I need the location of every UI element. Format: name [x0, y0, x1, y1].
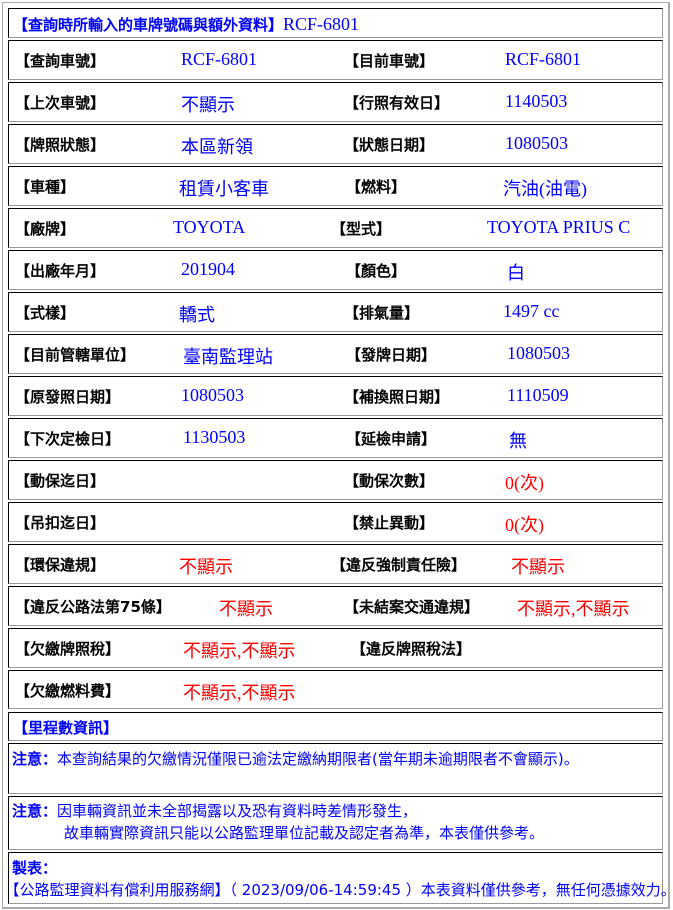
field-value: 轎式: [179, 305, 215, 325]
field-label: 【式樣】: [15, 304, 76, 322]
title-plate: RCF-6801: [283, 14, 360, 34]
info-row: 【出廠年月】 201904 【顏色】 白: [8, 250, 663, 290]
field-label: 【動保迄日】: [15, 472, 106, 490]
field-label: 【動保次數】: [344, 472, 435, 490]
field-value: 白: [507, 263, 525, 283]
field-value: 1497 cc: [503, 301, 560, 321]
field-label: 【欠繳牌照稅】: [15, 640, 121, 658]
field-label: 【顏色】: [346, 262, 407, 280]
field-label: 【排氣量】: [344, 304, 420, 322]
info-row: 【動保迄日】 【動保次數】 0(次): [8, 460, 663, 500]
note-text-line2: 故車輛實際資訊只能以公路監理單位記載及認定者為準，本表僅供參考。: [64, 824, 545, 842]
info-row: 【廠牌】 TOYOTA 【型式】 TOYOTA PRIUS C: [8, 208, 663, 248]
field-label: 【狀態日期】: [344, 136, 435, 154]
field-label: 【欠繳燃料費】: [15, 682, 121, 700]
info-row: 【上次車號】 不顯示 【行照有效日】 1140503: [8, 82, 663, 122]
field-value: 1080503: [181, 385, 244, 405]
field-label: 【出廠年月】: [15, 262, 106, 280]
field-label: 【禁止異動】: [344, 514, 435, 532]
field-label: 【延檢申請】: [346, 430, 437, 448]
field-label: 【原發照日期】: [15, 388, 121, 406]
footer-note: 製表： 【公路監理資料有償利用服務網】（ 2023/09/06-14:59:45 …: [8, 852, 673, 904]
info-row: 【查詢車號】 RCF-6801 【目前車號】 RCF-6801: [8, 40, 663, 80]
field-value: 0(次): [505, 473, 544, 493]
info-row: 【牌照狀態】 本區新領 【狀態日期】 1080503: [8, 124, 663, 164]
footer-text: 【公路監理資料有償利用服務網】（ 2023/09/06-14:59:45 ）本表…: [12, 881, 673, 899]
field-value: 1130503: [183, 427, 246, 447]
field-label: 【未結案交通違規】: [344, 598, 480, 616]
field-value: 1080503: [505, 133, 568, 153]
info-row: 【車種】 租賃小客車 【燃料】 汽油(油電): [8, 166, 663, 206]
footer-label: 製表：: [12, 859, 58, 877]
info-row: 【欠繳燃料費】 不顯示,不顯示: [8, 670, 663, 709]
field-value: RCF-6801: [505, 49, 582, 69]
field-value: 本區新領: [181, 137, 253, 157]
field-value: 汽油(油電): [503, 179, 587, 199]
field-value: RCF-6801: [181, 49, 258, 69]
info-row: 【欠繳牌照稅】 不顯示,不顯示 【違反牌照稅法】: [8, 628, 663, 668]
field-value: 1110509: [507, 385, 569, 405]
field-label: 【廠牌】: [15, 220, 76, 238]
field-value: 租賃小客車: [179, 179, 269, 199]
field-label: 【補換照日期】: [344, 388, 450, 406]
field-value: 臺南監理站: [183, 347, 273, 367]
field-label: 【燃料】: [346, 178, 407, 196]
field-value: 不顯示,不顯示: [183, 641, 296, 661]
field-label: 【下次定檢日】: [15, 430, 121, 448]
note-1: 注意：本查詢結果的欠繳情況僅限已逾法定繳納期限者(當年期未逾期限者不會顯示)。: [8, 743, 663, 794]
field-label: 【發牌日期】: [346, 346, 437, 364]
field-value: 0(次): [505, 515, 544, 535]
field-value: 不顯示,不顯示: [517, 599, 630, 619]
mileage-heading: 【里程數資訊】: [13, 719, 119, 737]
info-row: 【目前管轄單位】 臺南監理站 【發牌日期】 1080503: [8, 334, 663, 374]
info-row: 【下次定檢日】 1130503 【延檢申請】 無: [8, 418, 663, 458]
field-value: 無: [509, 431, 527, 451]
field-label: 【牌照狀態】: [15, 136, 106, 154]
info-row: 【式樣】 轎式 【排氣量】 1497 cc: [8, 292, 663, 332]
note-2: 注意：因車輛資訊並未全部揭露以及恐有資料時差情形發生， 故車輛實際資訊只能以公路…: [8, 796, 663, 850]
field-value: TOYOTA: [173, 217, 246, 237]
field-value: 201904: [181, 259, 235, 279]
field-label: 【行照有效日】: [344, 94, 450, 112]
note-label: 注意：: [12, 802, 58, 820]
info-row: 【原發照日期】 1080503 【補換照日期】 1110509: [8, 376, 663, 416]
note-text: 本查詢結果的欠繳情況僅限已逾法定繳納期限者(當年期未逾期限者不會顯示)。: [57, 750, 579, 768]
field-label: 【上次車號】: [15, 94, 106, 112]
field-label: 【違反牌照稅法】: [351, 640, 472, 658]
field-label: 【環保違規】: [15, 556, 106, 574]
field-label: 【車種】: [15, 178, 76, 196]
field-value: 1140503: [505, 91, 568, 111]
field-label: 【違反公路法第75條】: [15, 598, 171, 616]
field-label: 【違反強制責任險】: [331, 556, 467, 574]
field-value: 不顯示: [219, 599, 273, 619]
note-text-line1: 因車輛資訊並未全部揭露以及恐有資料時差情形發生，: [57, 802, 418, 820]
title: 【查詢時所輸入的車牌號碼與額外資料】RCF-6801: [13, 14, 359, 35]
info-row: 【違反公路法第75條】 不顯示 【未結案交通違規】 不顯示,不顯示: [8, 586, 663, 626]
field-label: 【型式】: [331, 220, 392, 238]
title-label: 【查詢時所輸入的車牌號碼與額外資料】: [13, 16, 284, 34]
info-row: 【吊扣迄日】 【禁止異動】 0(次): [8, 502, 663, 542]
field-value: 不顯示: [511, 557, 565, 577]
field-label: 【查詢車號】: [15, 52, 106, 70]
title-row: 【查詢時所輸入的車牌號碼與額外資料】RCF-6801: [8, 8, 663, 38]
info-row: 【環保違規】 不顯示 【違反強制責任險】 不顯示: [8, 544, 663, 584]
mileage-row: 【里程數資訊】: [8, 712, 663, 741]
field-value: TOYOTA PRIUS C: [487, 217, 631, 237]
field-label: 【目前車號】: [344, 52, 435, 70]
field-label: 【目前管轄單位】: [15, 346, 136, 364]
field-value: 不顯示,不顯示: [183, 683, 296, 703]
field-value: 1080503: [507, 343, 570, 363]
note-label: 注意：: [12, 750, 58, 768]
field-value: 不顯示: [181, 95, 235, 115]
field-value: 不顯示: [179, 557, 233, 577]
field-label: 【吊扣迄日】: [15, 514, 106, 532]
